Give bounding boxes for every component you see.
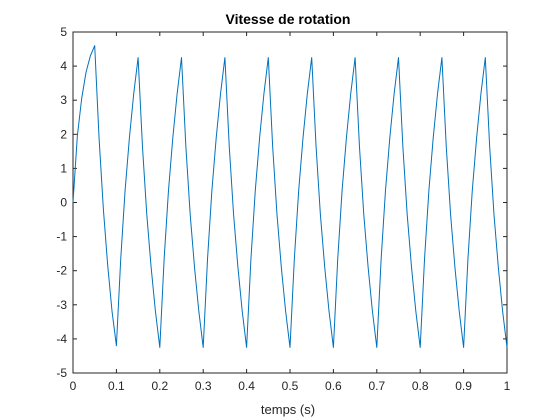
x-tick-label: 0.5 xyxy=(282,379,299,393)
x-axis-label: temps (s) xyxy=(261,402,315,417)
x-tick-label: 1 xyxy=(504,379,511,393)
y-tick-label: 5 xyxy=(60,25,67,39)
x-tick-label: 0 xyxy=(70,379,77,393)
y-tick-label: -4 xyxy=(56,332,67,346)
chart-title: Vitesse de rotation xyxy=(225,11,350,27)
y-tick-label: -3 xyxy=(56,298,67,312)
x-tick-label: 0.8 xyxy=(412,379,429,393)
y-tick-label: 0 xyxy=(60,196,67,210)
x-tick-label: 0.4 xyxy=(238,379,255,393)
x-tick-label: 0.2 xyxy=(151,379,168,393)
y-tick-label: -5 xyxy=(56,366,67,380)
series-layer xyxy=(72,45,508,348)
x-tick-label: 0.7 xyxy=(368,379,385,393)
plot-area-box xyxy=(72,31,508,374)
series-line xyxy=(72,45,508,348)
y-tick-label: 2 xyxy=(60,127,67,141)
y-tick-label: 4 xyxy=(60,59,67,73)
x-tick-label: 0.3 xyxy=(195,379,212,393)
x-tick-label: 0.1 xyxy=(108,379,125,393)
y-tick-label: -1 xyxy=(56,230,67,244)
x-tick-label: 0.6 xyxy=(325,379,342,393)
y-tick-label: 1 xyxy=(60,161,67,175)
x-axis-ticks: 0 0.1 0.2 0.3 0.4 0.5 0.6 0.7 0.8 0.9 1 xyxy=(70,32,511,393)
x-tick-label: 0.9 xyxy=(455,379,472,393)
y-axis-ticks: -5 -4 -3 -2 -1 0 1 2 3 4 5 xyxy=(56,25,507,380)
y-tick-label: -2 xyxy=(56,264,67,278)
y-tick-label: 3 xyxy=(60,93,67,107)
plot-frame xyxy=(72,31,508,374)
